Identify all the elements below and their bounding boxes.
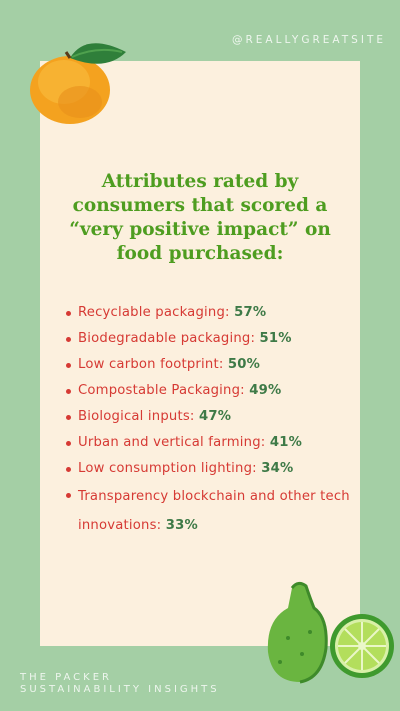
percent-value: 34% xyxy=(261,461,294,476)
content-card xyxy=(40,61,360,646)
percent-value: 47% xyxy=(198,409,232,424)
list-item: Urban and vertical farming: 41% xyxy=(62,430,352,456)
list-item: Low carbon footprint: 50% xyxy=(62,352,352,378)
mango-icon xyxy=(30,43,126,124)
footer-line-2: SUSTAINABILITY INSIGHTS xyxy=(20,684,220,695)
list-item: Biological inputs: 47% xyxy=(62,404,352,430)
list-item: Biodegradable packaging: 51% xyxy=(62,326,352,352)
list-item: Low consumption lighting: 34% xyxy=(62,456,352,482)
list-item: Recyclable packaging: 57% xyxy=(62,300,352,326)
footer-line-1: THE PACKER xyxy=(20,672,112,683)
percent-value: 57% xyxy=(234,305,267,320)
percent-value: 50% xyxy=(227,357,261,372)
list-item: Compostable Packaging: 49% xyxy=(62,378,352,404)
site-handle: @REALLYGREATSITE xyxy=(232,34,386,46)
bergamot-icon xyxy=(267,581,394,684)
attribute-list: Recyclable packaging: 57% Biodegradable … xyxy=(62,300,352,540)
list-item: Transparency blockchain and other tech i… xyxy=(62,482,352,540)
footer-brand: THE PACKER SUSTAINABILITY INSIGHTS xyxy=(20,672,220,696)
percent-value: 33% xyxy=(165,518,198,533)
percent-value: 49% xyxy=(249,383,282,398)
page-title: Attributes rated by consumers that score… xyxy=(69,171,331,264)
percent-value: 51% xyxy=(259,331,292,346)
percent-value: 41% xyxy=(269,435,303,450)
